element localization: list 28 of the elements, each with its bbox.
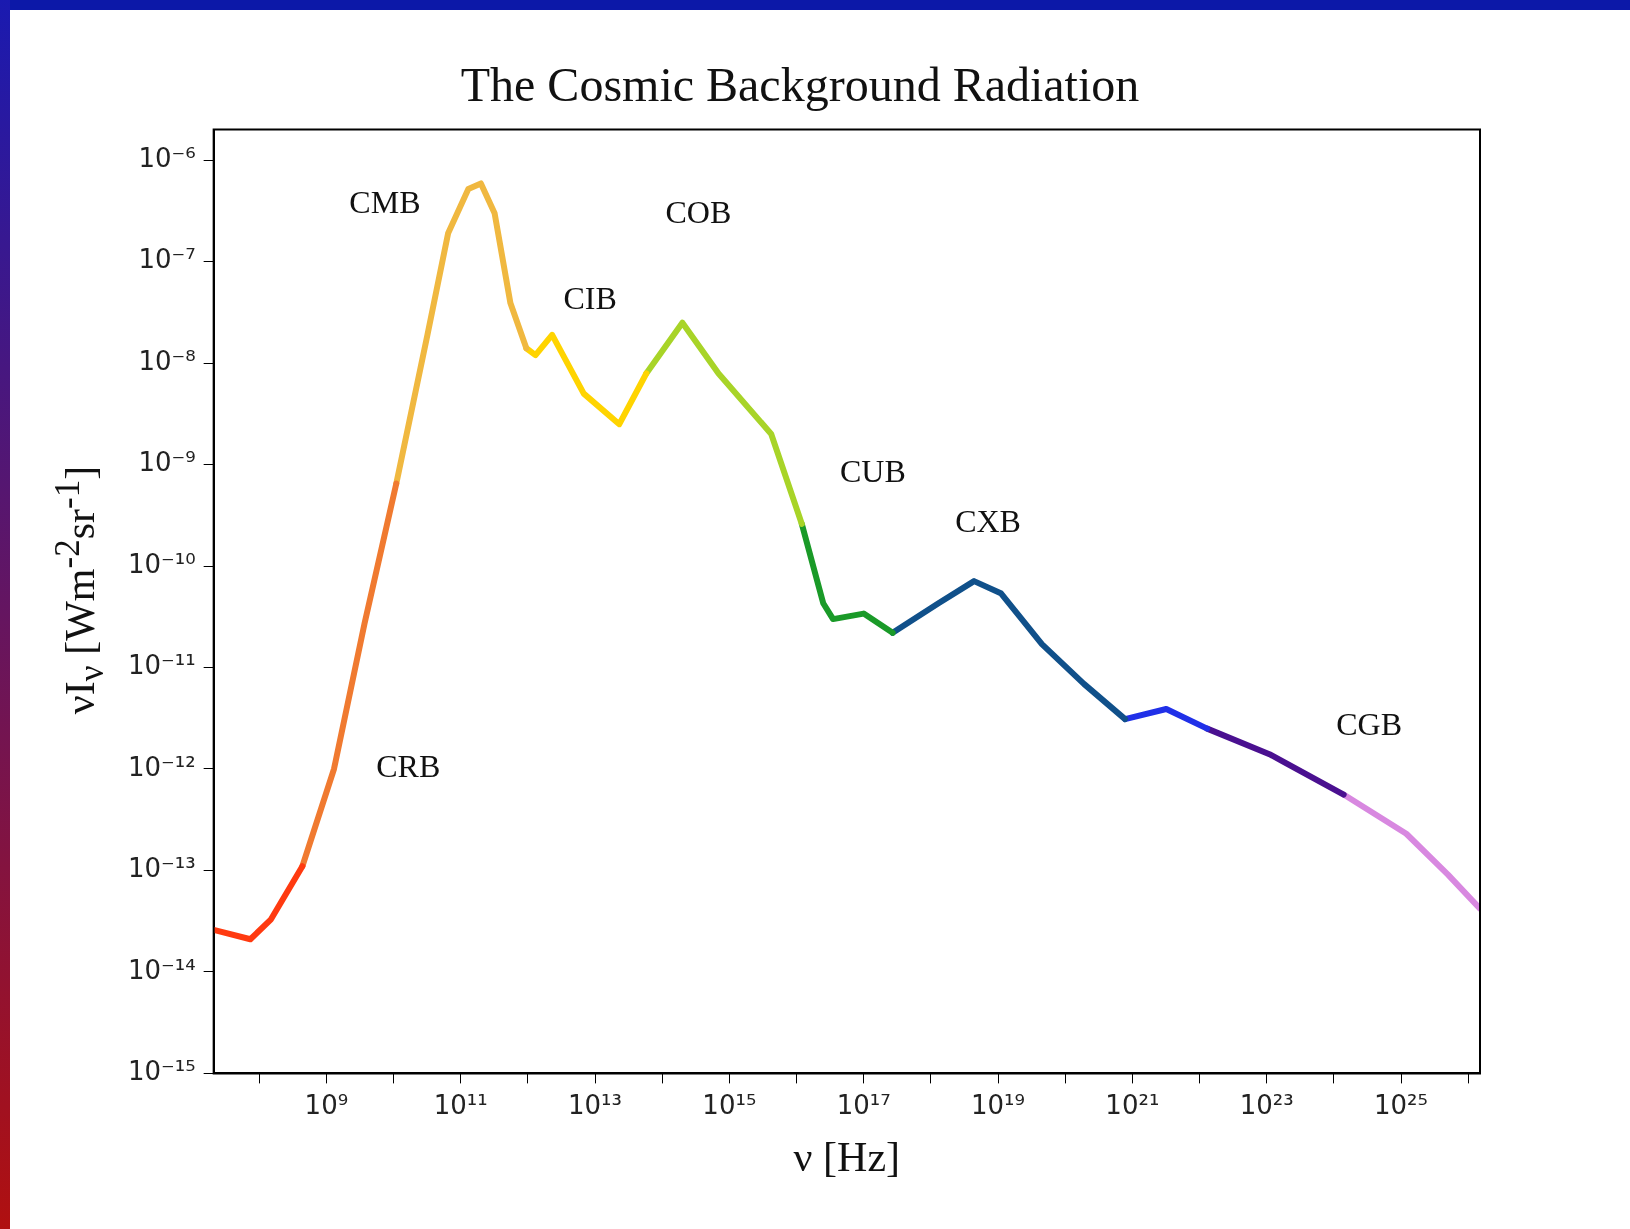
x-tick-label: 10¹⁷ bbox=[836, 1089, 891, 1120]
y-tick-label: 10⁻¹⁵ bbox=[128, 1056, 196, 1087]
x-tick-label: 10²⁵ bbox=[1374, 1089, 1428, 1120]
series-label: CXB bbox=[955, 502, 1021, 539]
x-tick-label: 10¹⁹ bbox=[971, 1089, 1025, 1120]
x-tick-label: 10¹¹ bbox=[433, 1089, 488, 1120]
y-tick-label: 10⁻¹⁴ bbox=[128, 954, 196, 985]
x-tick-label: 10¹⁵ bbox=[702, 1089, 757, 1120]
y-tick-label: 10⁻⁸ bbox=[138, 345, 196, 376]
y-tick-label: 10⁻¹³ bbox=[128, 853, 196, 884]
series-label: CGB bbox=[1336, 706, 1403, 743]
series-label: CIB bbox=[563, 280, 617, 317]
y-tick-label: 10⁻¹⁰ bbox=[128, 548, 196, 579]
x-tick-label: 10²³ bbox=[1239, 1089, 1294, 1120]
y-tick-label: 10⁻⁷ bbox=[138, 244, 196, 275]
x-axis-title: ν [Hz] bbox=[793, 1133, 901, 1180]
y-tick-label: 10⁻⁶ bbox=[138, 142, 196, 173]
y-tick-label: 10⁻⁹ bbox=[138, 447, 196, 478]
x-tick-label: 10¹³ bbox=[568, 1089, 622, 1120]
y-tick-label: 10⁻¹² bbox=[128, 751, 196, 782]
series-label: CUB bbox=[839, 453, 906, 490]
x-tick-label: 10²¹ bbox=[1105, 1089, 1160, 1120]
x-tick-label: 10⁹ bbox=[304, 1089, 349, 1120]
chart-title: The Cosmic Background Radiation bbox=[460, 58, 1140, 112]
series-label: CRB bbox=[376, 747, 441, 784]
y-tick-label: 10⁻¹¹ bbox=[128, 650, 196, 681]
series-label: CMB bbox=[349, 183, 421, 220]
text: COB bbox=[665, 194, 732, 231]
